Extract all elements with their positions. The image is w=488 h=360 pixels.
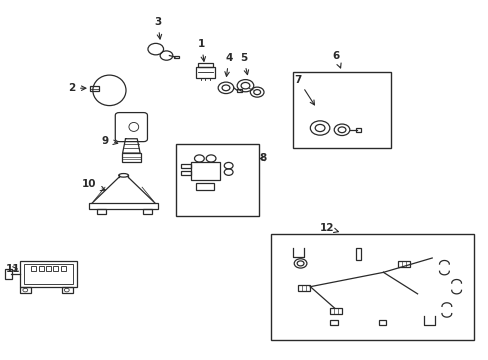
Bar bbox=[122, 153, 141, 162]
Bar bbox=[46, 266, 51, 271]
Text: 3: 3 bbox=[154, 17, 162, 39]
Bar bbox=[356, 248, 360, 260]
Text: 12: 12 bbox=[320, 224, 338, 233]
Bar bbox=[53, 266, 58, 271]
Text: 11: 11 bbox=[6, 264, 20, 274]
Bar bbox=[378, 320, 386, 325]
Bar bbox=[236, 89, 241, 92]
Bar bbox=[89, 203, 158, 209]
Text: 1: 1 bbox=[198, 40, 205, 61]
Bar bbox=[293, 72, 390, 148]
Text: 6: 6 bbox=[332, 51, 341, 68]
Bar bbox=[90, 86, 99, 91]
Bar bbox=[329, 320, 337, 325]
Bar bbox=[271, 234, 473, 339]
Bar bbox=[196, 183, 214, 190]
Bar bbox=[176, 144, 259, 216]
Bar bbox=[5, 269, 12, 279]
Bar bbox=[329, 308, 341, 314]
Bar bbox=[298, 285, 310, 291]
Bar bbox=[39, 266, 43, 271]
Bar bbox=[31, 266, 36, 271]
Bar bbox=[174, 55, 179, 58]
Text: 5: 5 bbox=[240, 53, 248, 75]
Bar bbox=[181, 163, 190, 168]
Text: 8: 8 bbox=[259, 153, 266, 163]
Bar bbox=[20, 287, 31, 293]
Text: 7: 7 bbox=[294, 75, 314, 105]
Text: 9: 9 bbox=[102, 136, 118, 145]
Bar bbox=[24, 264, 73, 284]
Bar bbox=[181, 171, 190, 175]
Bar bbox=[61, 266, 65, 271]
Text: 4: 4 bbox=[224, 53, 232, 76]
Text: 10: 10 bbox=[82, 179, 105, 191]
Bar bbox=[62, 287, 73, 293]
Bar bbox=[97, 209, 105, 214]
Bar bbox=[143, 209, 152, 214]
Bar bbox=[20, 261, 76, 287]
Bar bbox=[195, 67, 215, 78]
Bar bbox=[355, 128, 360, 132]
Bar bbox=[197, 63, 213, 67]
Text: 2: 2 bbox=[68, 83, 86, 93]
Bar bbox=[397, 261, 409, 267]
Bar bbox=[190, 162, 220, 180]
